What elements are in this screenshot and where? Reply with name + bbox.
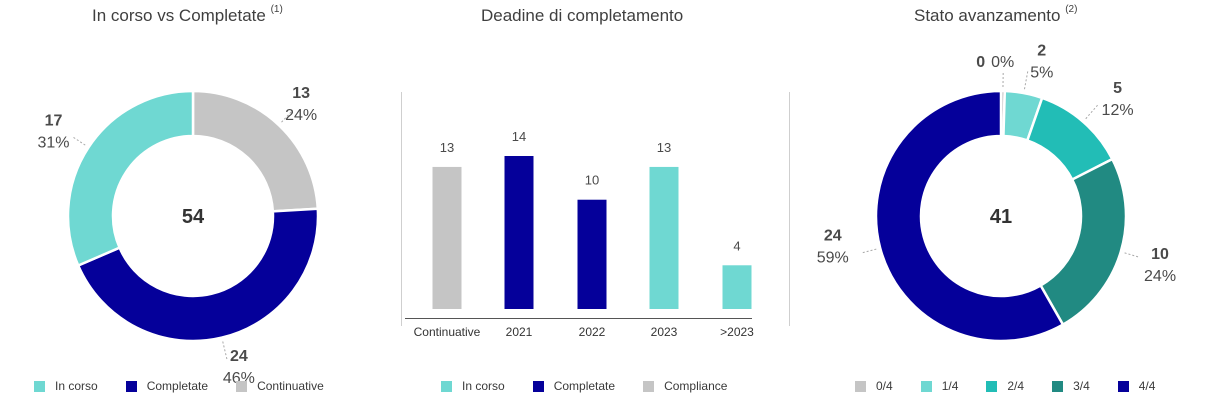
- panel1-title-text: In corso vs Completate: [92, 6, 266, 25]
- donut3-count-label-4: 24: [824, 228, 842, 245]
- panel-divider-left: [401, 92, 402, 326]
- bar-2: [577, 199, 607, 309]
- donut1-pct-label-2: 31%: [38, 134, 70, 151]
- panel3-legend-label-3: 3/4: [1073, 379, 1090, 393]
- panel2-legend-label-0: In corso: [462, 379, 505, 393]
- panel1-title: In corso vs Completate (1): [92, 4, 283, 26]
- panel3-legend-label-0: 0/4: [876, 379, 893, 393]
- donut1-count-label-0: 13: [292, 85, 310, 102]
- donut3-leader-2: [1085, 104, 1098, 120]
- panel2-title: Deadine di completamento: [481, 6, 683, 26]
- panel2-legend-swatch-2: [643, 380, 655, 392]
- donut3-total-label: 41: [990, 206, 1012, 228]
- bar-value-label-1: 14: [512, 129, 526, 144]
- panel3-legend-swatch-4: [1117, 380, 1129, 392]
- panel1-title-footnote: (1): [270, 4, 283, 16]
- panel3-legend-swatch-2: [986, 380, 998, 392]
- x-tick-label-0: Continuative: [414, 325, 481, 339]
- panel3-legend-label-4: 4/4: [1138, 379, 1156, 393]
- x-tick-label-1: 2021: [506, 325, 533, 339]
- donut1-leader-2: [73, 137, 86, 146]
- donut3-pct-label-2: 12%: [1102, 102, 1134, 119]
- donut3-slice-3: [1038, 157, 1128, 327]
- panel2-legend-label-2: Compliance: [664, 379, 728, 393]
- panel2-title-text: Deadine di completamento: [481, 6, 684, 25]
- donut3-label-0: 0 0%: [976, 54, 1014, 71]
- panel3-legend-item-2: 2/4: [986, 379, 1024, 393]
- donut1-count-label-2: 17: [45, 112, 63, 129]
- panel3-legend-swatch-3: [1052, 380, 1064, 392]
- panel3-title: Stato avanzamento (2): [914, 4, 1078, 26]
- x-tick-label-4: >2023: [720, 325, 754, 339]
- panel1-legend-swatch-1: [125, 380, 137, 392]
- donut1-slice-2: [66, 89, 195, 268]
- panel1-legend: In corso Completate Continuative: [34, 379, 352, 393]
- donut3-count-label-1: 2: [1037, 42, 1046, 59]
- bar-value-label-3: 13: [657, 140, 671, 155]
- bar-0: [432, 166, 462, 309]
- panel1-legend-swatch-2: [236, 380, 248, 392]
- panel1-legend-swatch-0: [34, 380, 45, 392]
- panel2-legend-label-1: Completate: [553, 379, 616, 393]
- donut3-pct-label-4: 59%: [817, 250, 849, 267]
- bar-3: [649, 166, 679, 309]
- donut1-leader-1: [222, 341, 228, 360]
- panel1-legend-item-0: In corso: [34, 379, 98, 393]
- panel3-legend-item-1: 1/4: [920, 379, 959, 393]
- donut3-leader-3: [1124, 252, 1139, 258]
- panel3-legend-item-4: 4/4: [1117, 379, 1156, 393]
- panel2-legend: In corso Completate Compliance: [441, 379, 755, 393]
- panel3-legend: 0/4 1/4 2/4 3/4 4/4: [855, 379, 1183, 393]
- panel3-legend-label-1: 1/4: [941, 379, 959, 393]
- panel1-legend-item-2: Continuative: [236, 379, 324, 393]
- panel1-legend-label-2: Continuative: [257, 379, 324, 393]
- panel2-legend-swatch-0: [441, 380, 452, 392]
- x-tick-label-2: 2022: [579, 325, 606, 339]
- panel3-title-footnote: (2): [1065, 4, 1078, 16]
- panel2-legend-item-1: Completate: [532, 379, 616, 393]
- panel2-legend-swatch-1: [532, 380, 544, 392]
- donut3-count-label-2: 5: [1113, 80, 1122, 97]
- donut3-pct-label-1: 5%: [1030, 64, 1053, 81]
- panel3-legend-label-2: 2/4: [1007, 379, 1025, 393]
- panel3-title-text: Stato avanzamento: [914, 6, 1061, 25]
- panel3-legend-item-0: 0/4: [855, 379, 893, 393]
- bar-1: [504, 156, 534, 309]
- panel1-legend-item-1: Completate: [125, 379, 209, 393]
- bar-4: [722, 265, 752, 309]
- panel1-legend-label-1: Completate: [146, 379, 209, 393]
- donut1-pct-label-0: 24%: [285, 107, 317, 124]
- panel2-legend-item-2: Compliance: [643, 379, 727, 393]
- donut3-pct-label-3: 24%: [1144, 268, 1176, 285]
- donut3-count-label-3: 10: [1151, 246, 1169, 263]
- panel1-legend-label-0: In corso: [55, 379, 98, 393]
- panel-divider-right: [789, 92, 790, 326]
- donut1-slice-1: [76, 207, 320, 343]
- panel3-legend-item-3: 3/4: [1052, 379, 1090, 393]
- x-tick-label-3: 2023: [651, 325, 678, 339]
- donut3-leader-4: [862, 248, 877, 254]
- donut1-total-label: 54: [182, 206, 205, 228]
- panel2-legend-item-0: In corso: [441, 379, 505, 393]
- donut3-leader-1: [1023, 71, 1029, 90]
- bar-value-label-2: 10: [585, 173, 599, 188]
- bar-value-label-4: 4: [733, 238, 740, 253]
- panel3-legend-swatch-1: [920, 380, 932, 392]
- donut3-slice-4: [874, 89, 1065, 343]
- panel3-legend-swatch-0: [855, 380, 866, 392]
- donut1-count-label-1: 24: [230, 348, 248, 365]
- bar-value-label-0: 13: [440, 140, 454, 155]
